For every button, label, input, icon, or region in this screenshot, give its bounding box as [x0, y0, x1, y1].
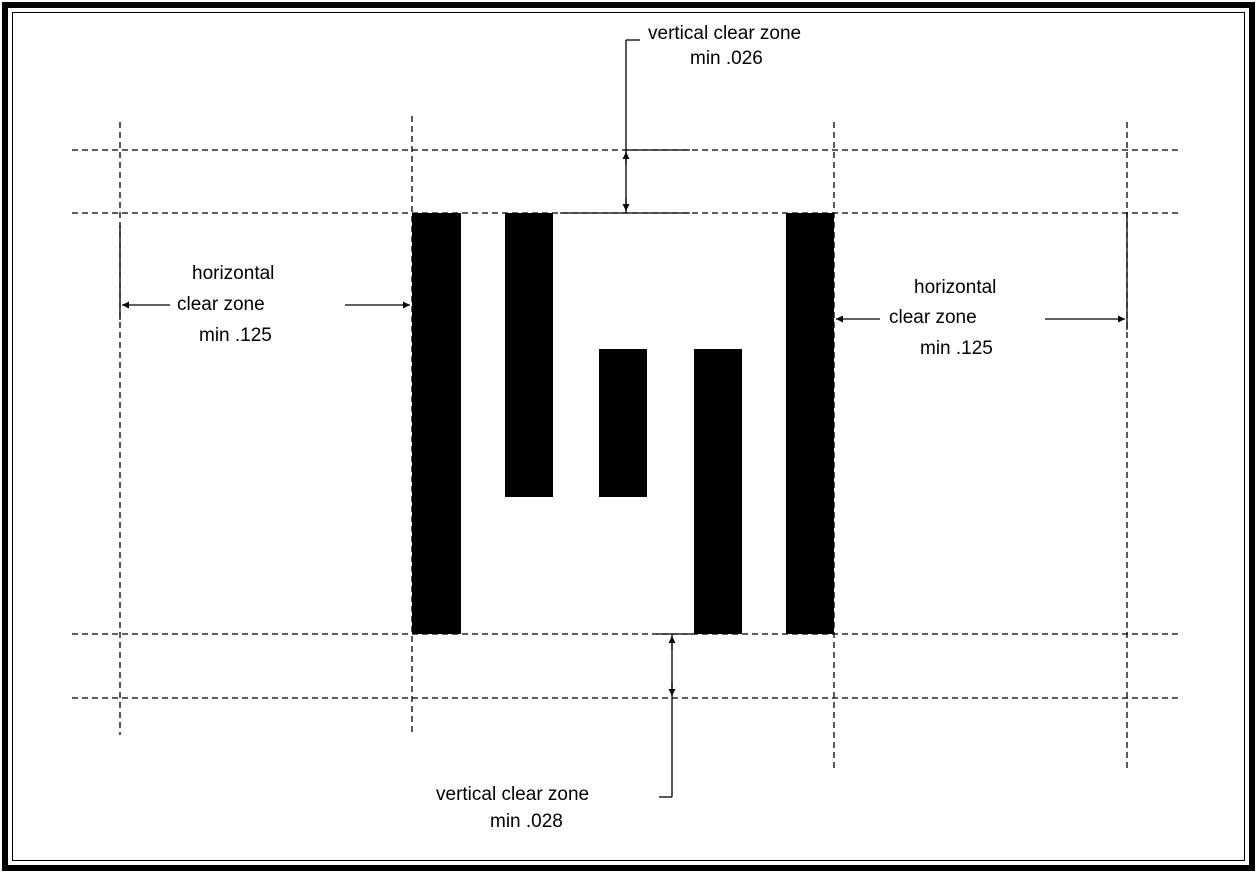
barcode-bar-1: [412, 213, 461, 634]
barcode-bar-2: [505, 213, 553, 497]
bottom-vertical-label-line2: min .028: [490, 811, 563, 832]
diagram-inner-border: [12, 12, 1245, 861]
left-horizontal-label-line2: clear zone: [177, 294, 265, 315]
barcode-bar-5: [786, 213, 834, 634]
right-horizontal-label-line1: horizontal: [914, 277, 997, 298]
right-horizontal-label-line3: min .125: [920, 338, 993, 359]
barcode-bar-4: [694, 349, 742, 634]
barcode-bar-3: [599, 349, 647, 497]
bottom-vertical-label-line1: vertical clear zone: [436, 784, 590, 805]
left-horizontal-label-line3: min .125: [199, 325, 272, 346]
right-horizontal-label-line2: clear zone: [889, 307, 977, 328]
top-vertical-label-line1: vertical clear zone: [648, 23, 802, 44]
left-horizontal-label-line1: horizontal: [192, 263, 275, 284]
top-vertical-label-line2: min .026: [690, 48, 763, 69]
